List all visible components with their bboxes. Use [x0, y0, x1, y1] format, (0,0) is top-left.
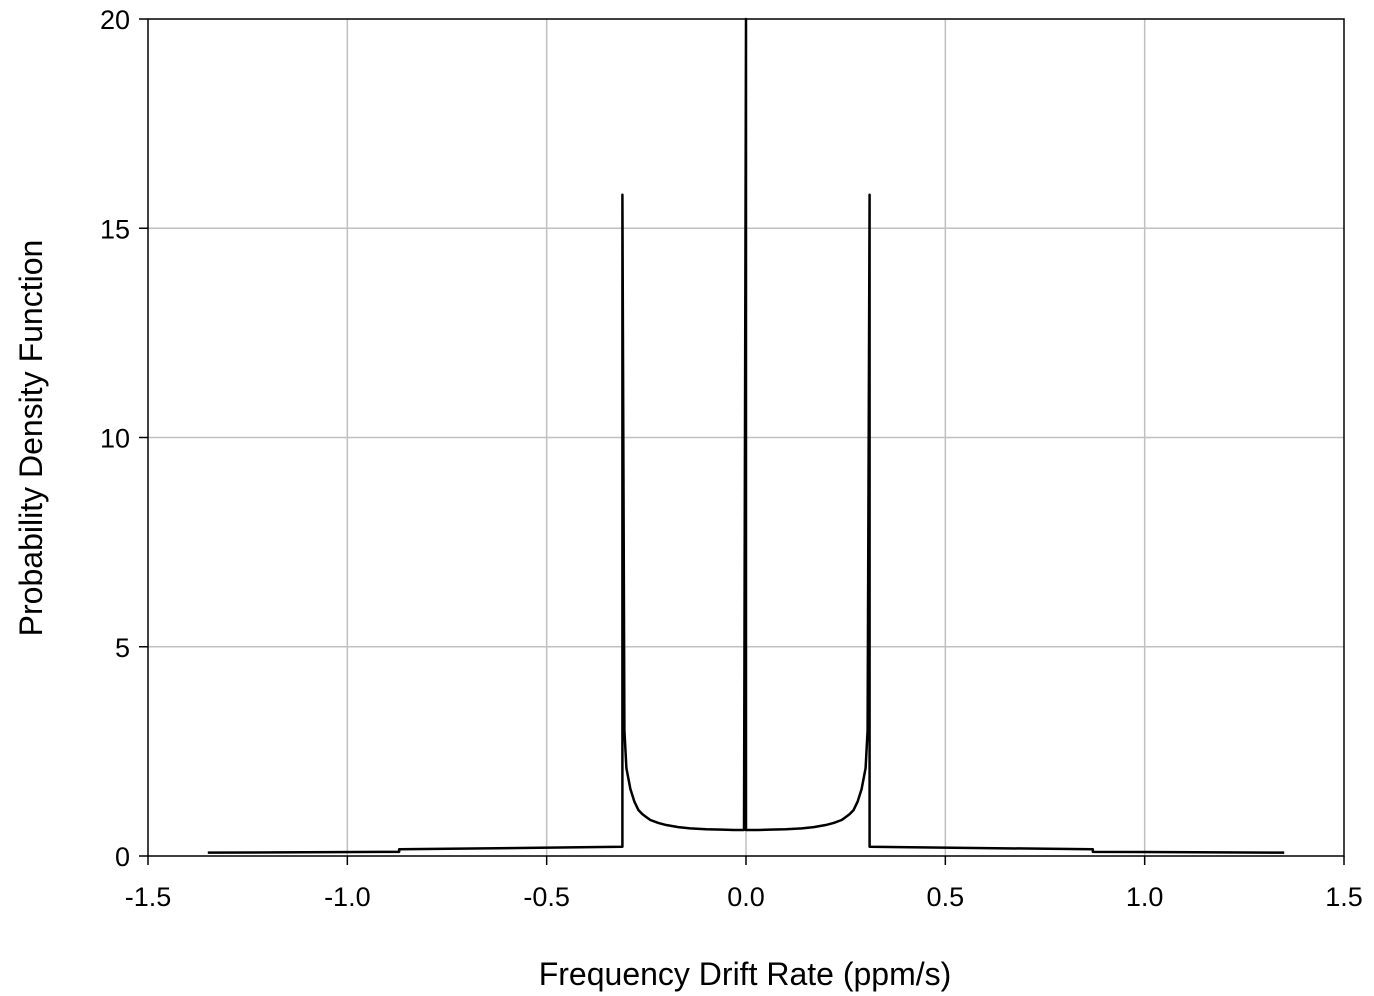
series-line [207, 17, 1285, 854]
x-tick-label: 1.0 [1126, 882, 1164, 912]
y-tick-label: 0 [115, 842, 130, 872]
x-tick-label: 1.5 [1325, 882, 1363, 912]
x-tick-label: 0.5 [927, 882, 965, 912]
y-tick-label: 5 [115, 633, 130, 663]
x-tick-label: 0.0 [727, 882, 765, 912]
ticks: -1.5 -1.0 -0.5 0.0 0.5 1.0 1.5 0 5 10 15 20 [100, 5, 1363, 912]
x-tick-label: -0.5 [523, 882, 570, 912]
x-axis-title: Frequency Drift Rate (ppm/s) [539, 956, 952, 992]
x-tick-label: -1.0 [324, 882, 371, 912]
y-axis-title: Probability Density Function [13, 240, 49, 637]
y-tick-label: 10 [100, 424, 130, 454]
x-tick-label: -1.5 [125, 882, 172, 912]
y-tick-label: 20 [100, 5, 130, 35]
series-layer [207, 17, 1285, 854]
y-tick-label: 15 [100, 214, 130, 244]
